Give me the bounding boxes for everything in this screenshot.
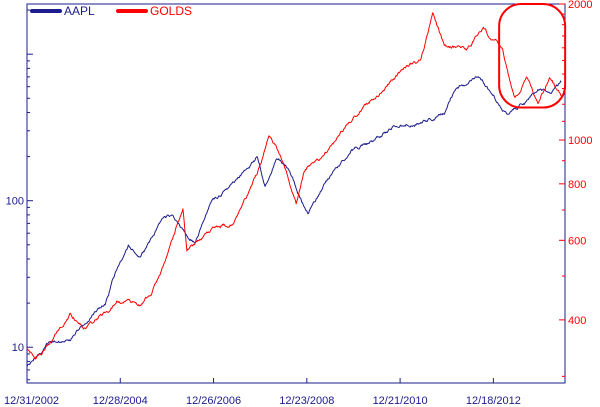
- x-axis-tick-label: 12/31/2002: [4, 395, 59, 407]
- right-axis-tick-label: 600: [568, 235, 586, 247]
- plot-frame: [26, 3, 566, 384]
- annotation-layer: [498, 3, 567, 109]
- series-line-aapl: [26, 76, 562, 368]
- right-axis-tick-label: 800: [568, 179, 586, 191]
- legend-label-golds: GOLDS: [150, 4, 192, 18]
- left-axis-tick-label: 100: [6, 196, 24, 208]
- highlight-annotation: [498, 3, 567, 109]
- right-axis-tick-label: 2000: [568, 0, 592, 11]
- left-axis-ticks: 10 100: [6, 9, 33, 381]
- series-layer: [26, 12, 562, 368]
- left-axis-tick-label: 10: [12, 342, 24, 354]
- x-axis-tick-label: 12/28/2004: [93, 395, 148, 407]
- right-axis-tick-label: 400: [568, 315, 586, 327]
- x-axis-tick-label: 12/18/2012: [466, 395, 521, 407]
- right-axis-tick-label: 1000: [568, 135, 592, 147]
- x-axis-ticks: 12/31/2002 12/28/2004 12/26/2006 12/23/2008…: [4, 378, 521, 407]
- x-axis-tick-label: 12/21/2010: [373, 395, 428, 407]
- legend-label-aapl: AAPL: [64, 4, 95, 18]
- x-axis-tick-label: 12/26/2006: [186, 395, 241, 407]
- right-axis-ticks: 400 600 800 1000 2000: [559, 0, 592, 377]
- x-axis-tick-label: 12/23/2008: [279, 395, 334, 407]
- legend: AAPL GOLDS: [30, 4, 192, 18]
- series-line-golds: [26, 12, 562, 360]
